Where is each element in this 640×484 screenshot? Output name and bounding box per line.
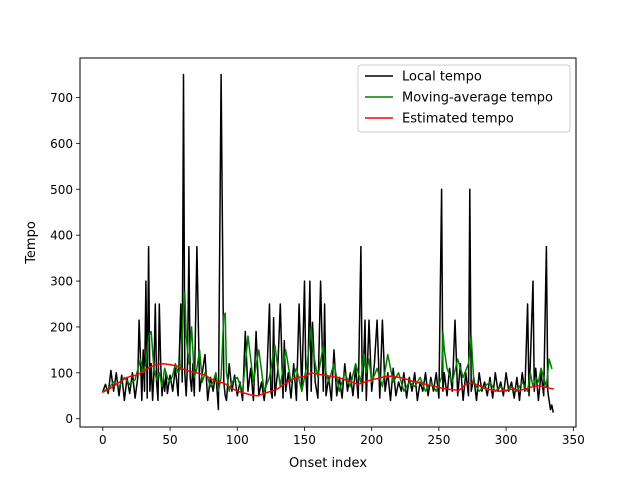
x-tick-label: 250 [427, 433, 450, 447]
y-tick-label: 0 [65, 412, 73, 426]
y-tick-label: 700 [50, 91, 73, 105]
x-axis-label: Onset index [289, 456, 367, 471]
series-layer [101, 73, 554, 413]
y-tick-label: 400 [50, 229, 73, 243]
y-tick-label: 300 [50, 275, 73, 289]
series-line-1 [101, 73, 554, 413]
x-tick-label: 350 [562, 433, 585, 447]
legend-label-2: Moving-average tempo [402, 91, 553, 106]
legend-label-1: Local tempo [402, 70, 482, 85]
y-tick-label: 100 [50, 366, 73, 380]
x-tick-label: 0 [99, 433, 107, 447]
x-tick-label: 100 [226, 433, 249, 447]
x-tick-label: 200 [360, 433, 383, 447]
y-axis-label: Tempo [24, 221, 39, 265]
x-tick-label: 50 [162, 433, 177, 447]
plot-frame [79, 57, 577, 428]
series-line-2 [101, 291, 553, 393]
legend-label-3: Estimated tempo [402, 112, 514, 127]
x-tick-label: 150 [293, 433, 316, 447]
y-tick-label: 600 [50, 137, 73, 151]
y-tick-label: 500 [50, 183, 73, 197]
legend-box [357, 64, 571, 133]
y-axis: 0 100 200 300 400 500 600 700 [50, 91, 80, 426]
x-tick-label: 300 [495, 433, 518, 447]
legend: Local tempo Moving-average tempo Estimated… [357, 64, 571, 133]
series-line-3 [101, 362, 554, 397]
y-tick-label: 200 [50, 320, 73, 334]
x-axis: 0 50 100 150 200 250 300 350 [99, 427, 585, 447]
